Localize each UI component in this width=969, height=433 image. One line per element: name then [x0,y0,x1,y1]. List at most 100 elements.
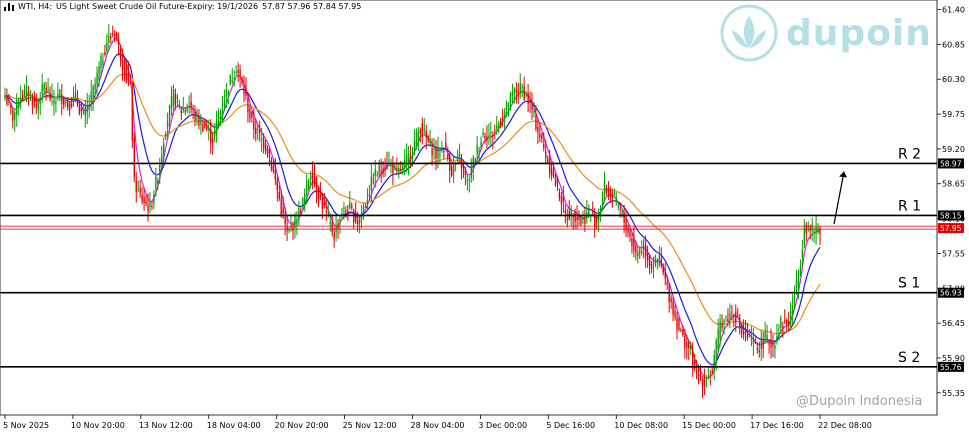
candle [466,174,469,191]
candle [421,117,423,145]
candle-body [474,158,476,163]
candle [799,259,802,277]
candle [145,195,147,207]
level-price-label: 58.15 [940,211,962,220]
candle [339,215,341,234]
candle-body [88,104,90,108]
candle-body [63,97,65,105]
candle [245,76,247,100]
candle-body [217,116,220,127]
candle-body [290,226,292,228]
candle [264,139,267,155]
candle [349,191,351,210]
candle [372,173,375,185]
candle [208,119,210,141]
candle-body [533,110,535,114]
candle [241,76,243,86]
candle-body [235,71,237,74]
candle [176,93,179,108]
candle-body [707,377,710,379]
candle [472,154,474,181]
candle-body [172,89,175,107]
candle [41,73,43,104]
candle [76,90,79,108]
candle [670,294,672,309]
candle [211,132,214,155]
candle-body [539,133,541,138]
candle [14,110,16,132]
candle-body [194,111,196,120]
watermark-brand: dupoin [786,12,932,54]
candle [507,102,510,117]
candle-body [300,210,302,214]
candle [737,307,739,318]
candle [55,98,57,113]
candle-body [750,336,753,340]
candle [104,44,106,57]
candle-body [576,216,578,221]
candle [309,171,312,188]
candle-body [227,91,230,95]
current-price-tag [938,223,964,234]
candle [325,199,327,221]
candle-body [482,132,484,136]
candle [94,77,96,100]
candle [239,64,241,88]
candle-body [84,106,86,116]
candle [656,258,659,270]
candle-body [445,142,447,148]
candle [51,83,53,106]
candle-body [770,341,772,348]
candle-body [323,202,326,207]
chart-header: WTI, H4: US Light Sweet Crude Oil Future… [4,2,361,11]
candle [164,131,167,140]
candle-body [102,60,104,65]
candle-body [96,72,98,84]
candle-body [402,163,404,171]
candle [358,215,361,234]
candle [343,201,345,220]
candle [423,118,425,135]
candle [364,203,367,209]
candle-body [499,120,502,126]
candle [190,92,192,114]
candle [484,132,486,144]
candle [815,214,817,245]
candle-body [21,94,24,98]
candle [805,221,807,242]
candle-body [643,245,645,247]
candle [294,212,296,239]
candle-body [213,129,216,137]
candle-body [619,209,621,211]
candle [137,180,139,193]
candle-body [309,175,312,180]
candle [539,122,541,143]
candle [744,320,747,342]
candle-body [517,91,519,94]
candle [429,129,431,147]
candle-body [119,48,122,61]
candle-body [210,129,212,143]
target-arrow-line [833,171,845,225]
candle [29,89,32,102]
candle [317,185,320,208]
candle-body [411,154,414,157]
candle-body [541,135,543,139]
candle [311,161,314,189]
plot-area [0,0,938,416]
lotus-logo-icon [720,4,778,62]
candle [129,74,132,85]
candle-body [503,111,506,119]
bar-chart-icon [4,2,14,11]
candle [664,263,666,286]
candle-body [674,311,676,317]
candle-body [231,80,233,83]
candle [255,118,257,142]
candle [215,110,218,143]
candle [797,269,800,300]
candle [719,314,721,347]
candle-body [304,193,306,206]
candle-body [705,385,708,387]
candle [574,208,576,229]
